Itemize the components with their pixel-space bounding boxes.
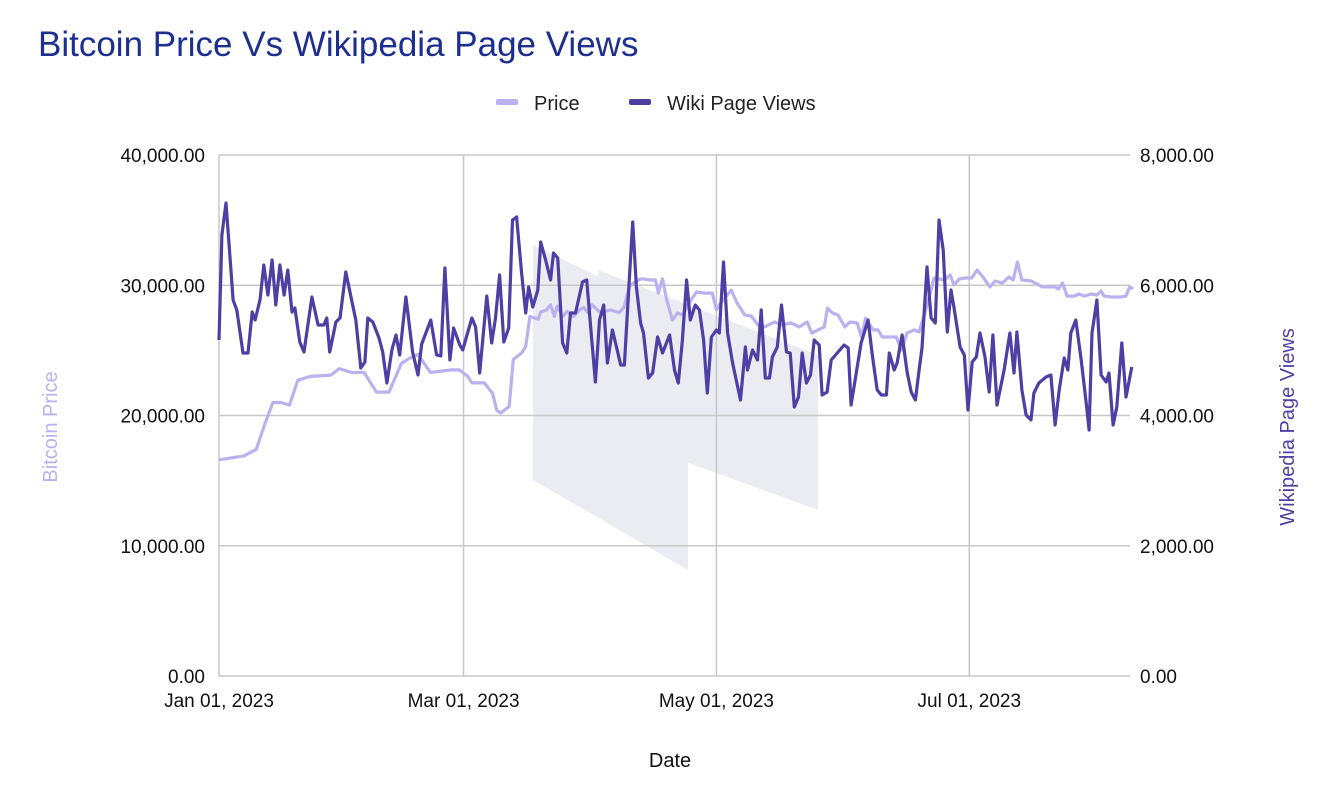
right-tick-label: 4,000.00 — [1140, 407, 1214, 428]
legend-swatch-price — [496, 99, 518, 105]
x-tick-label: Jan 01, 2023 — [164, 691, 274, 712]
right-axis-label: Wikipedia Page Views — [1277, 328, 1299, 526]
legend-label-price: Price — [534, 93, 580, 115]
right-tick-label: 2,000.00 — [1140, 537, 1214, 558]
left-tick-label: 20,000.00 — [120, 407, 205, 428]
watermark-logo — [533, 245, 818, 570]
right-tick-label: 6,000.00 — [1140, 276, 1214, 297]
series-lines — [217, 201, 1134, 462]
legend-item-price[interactable]: Price — [496, 93, 580, 115]
x-axis-label: Date — [649, 750, 691, 772]
right-tick-label: 0.00 — [1140, 667, 1177, 688]
legend: Price Wiki Page Views — [496, 93, 816, 115]
left-axis-label: Bitcoin Price — [40, 371, 62, 482]
x-axis-ticks: Jan 01, 2023 Mar 01, 2023 May 01, 2023 Jul … — [164, 691, 1021, 712]
x-tick-label: Mar 01, 2023 — [408, 691, 520, 712]
legend-swatch-wiki-views — [629, 99, 651, 105]
x-tick-label: May 01, 2023 — [659, 691, 774, 712]
gridlines — [218, 154, 1130, 677]
left-tick-label: 30,000.00 — [120, 276, 205, 297]
right-axis-ticks: 0.00 2,000.00 4,000.00 6,000.00 8,000.00 — [1140, 146, 1214, 688]
wiki-views-series-line — [217, 201, 1134, 432]
left-tick-label: 10,000.00 — [120, 537, 205, 558]
left-tick-label: 0.00 — [168, 667, 205, 688]
left-axis-ticks: 0.00 10,000.00 20,000.00 30,000.00 40,000.00 — [120, 146, 205, 688]
right-tick-label: 8,000.00 — [1140, 146, 1214, 167]
left-tick-label: 40,000.00 — [120, 146, 205, 167]
x-tick-label: Jul 01, 2023 — [918, 691, 1022, 712]
legend-item-wiki-views[interactable]: Wiki Page Views — [629, 93, 816, 115]
legend-label-wiki-views: Wiki Page Views — [667, 93, 816, 115]
chart-title: Bitcoin Price Vs Wikipedia Page Views — [38, 25, 638, 64]
